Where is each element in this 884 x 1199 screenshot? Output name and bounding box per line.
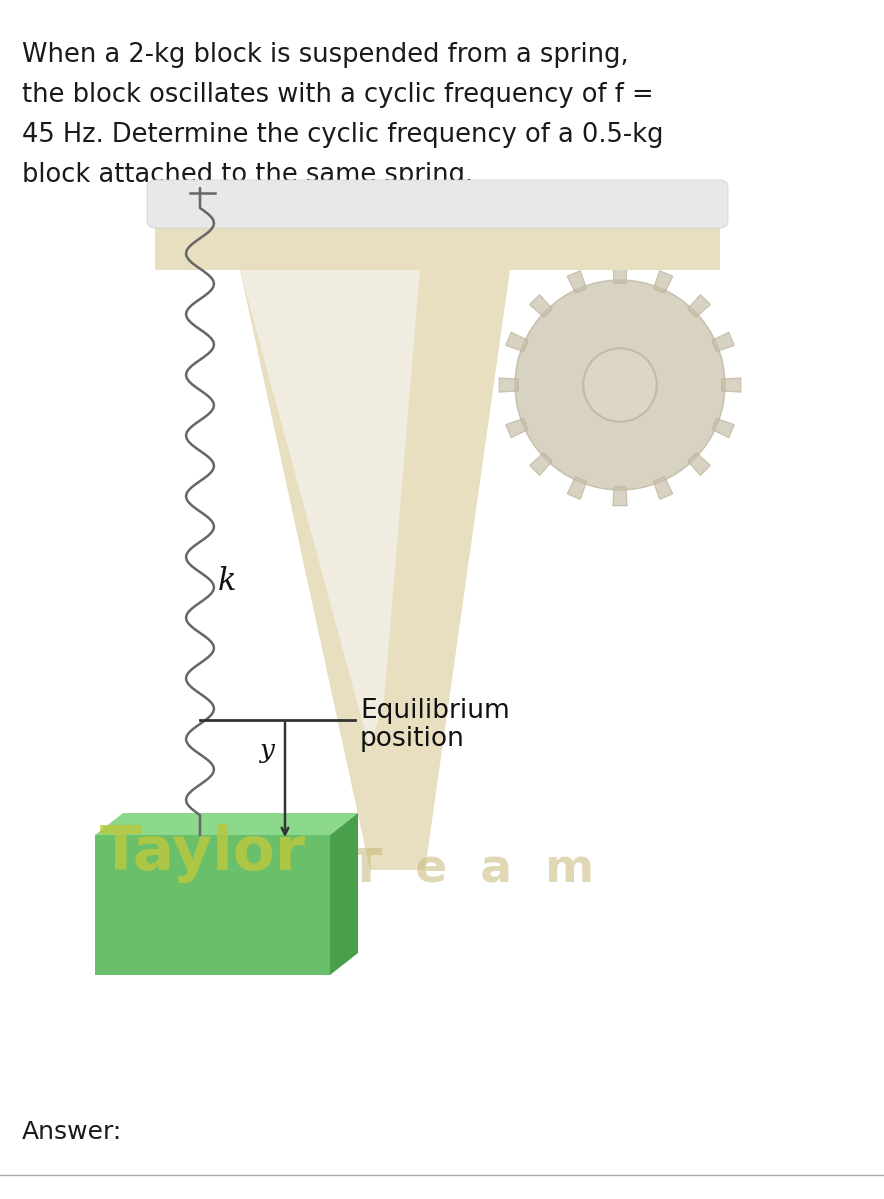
Text: k: k [218, 566, 237, 597]
Polygon shape [499, 378, 518, 392]
Text: T  e  a  m: T e a m [350, 846, 594, 892]
Polygon shape [613, 264, 627, 283]
Polygon shape [155, 219, 720, 870]
Polygon shape [530, 295, 552, 318]
Polygon shape [370, 270, 510, 870]
Polygon shape [95, 813, 358, 835]
Bar [95, 835, 330, 975]
Text: When a 2-kg block is suspended from a spring,: When a 2-kg block is suspended from a sp… [22, 42, 629, 68]
Text: position: position [360, 727, 465, 752]
Polygon shape [568, 477, 587, 499]
Polygon shape [613, 487, 627, 506]
Polygon shape [653, 477, 673, 499]
Polygon shape [653, 271, 673, 294]
Text: Equilibrium: Equilibrium [360, 698, 510, 724]
Polygon shape [506, 418, 529, 438]
Text: y: y [260, 739, 275, 763]
Polygon shape [688, 295, 711, 318]
Polygon shape [330, 813, 358, 975]
Text: block attached to the same spring.: block attached to the same spring. [22, 162, 473, 188]
Polygon shape [712, 332, 735, 351]
Polygon shape [240, 270, 500, 751]
Polygon shape [530, 453, 552, 476]
Text: 45 Hz. Determine the cyclic frequency of a 0.5-kg: 45 Hz. Determine the cyclic frequency of… [22, 122, 664, 147]
Circle shape [515, 281, 725, 490]
Polygon shape [722, 378, 741, 392]
Circle shape [583, 348, 657, 422]
FancyBboxPatch shape [147, 180, 728, 228]
Text: the block oscillates with a cyclic frequency of f =: the block oscillates with a cyclic frequ… [22, 82, 653, 108]
Polygon shape [568, 271, 587, 294]
Text: Taylor: Taylor [100, 824, 306, 882]
Polygon shape [712, 418, 735, 438]
Text: Answer:: Answer: [22, 1120, 122, 1144]
Polygon shape [688, 453, 711, 476]
Polygon shape [506, 332, 529, 351]
